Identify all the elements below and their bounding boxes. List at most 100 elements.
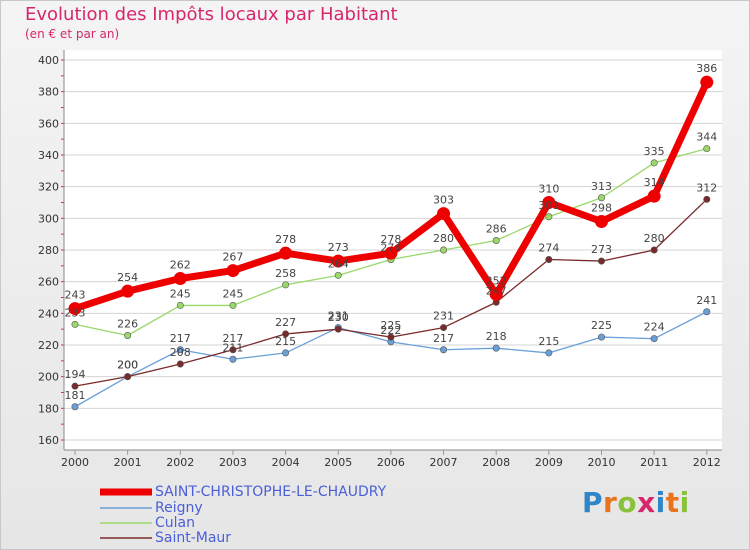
y-tick-label: 360 (38, 117, 59, 130)
data-point (597, 194, 605, 202)
data-point (124, 331, 132, 339)
data-point (229, 355, 237, 363)
data-label: 312 (696, 181, 717, 194)
data-label: 314 (644, 176, 665, 189)
data-point (226, 264, 240, 278)
data-label: 344 (696, 131, 717, 144)
data-point (440, 246, 448, 254)
x-tick-label: 2007 (430, 456, 458, 469)
logo-letter: t (665, 486, 680, 519)
data-point (176, 360, 184, 368)
y-tick-label: 300 (38, 212, 59, 225)
data-point (647, 189, 661, 203)
axes (61, 50, 722, 455)
data-point (440, 346, 448, 354)
data-point (229, 301, 237, 309)
data-point (282, 281, 290, 289)
x-tick-label: 2004 (272, 456, 300, 469)
data-point (542, 196, 556, 209)
data-label: 218 (486, 330, 507, 343)
x-tick-label: 2003 (219, 456, 247, 469)
data-point (489, 287, 503, 301)
data-label: 231 (328, 310, 349, 323)
data-label: 313 (591, 180, 612, 193)
data-label: 224 (644, 321, 665, 334)
data-label: 225 (591, 319, 612, 332)
legend-item-reigny: Reigny (155, 500, 203, 516)
data-point (282, 330, 290, 338)
data-label: 227 (275, 316, 296, 329)
legend-item-saint-christophe: SAINT-CHRISTOPHE-LE-CHAUDRY (155, 484, 387, 500)
y-tick-label: 340 (38, 149, 59, 162)
x-tick-label: 2008 (482, 456, 510, 469)
data-label: 200 (117, 359, 138, 372)
data-label: 211 (222, 341, 243, 354)
data-point (384, 246, 398, 260)
data-label: 278 (380, 233, 401, 246)
data-point (597, 333, 605, 341)
data-label: 262 (170, 259, 191, 272)
data-label: 200 (117, 359, 138, 372)
data-point (279, 246, 293, 260)
data-point (334, 325, 342, 333)
data-label: 273 (328, 241, 349, 254)
data-label: 222 (380, 324, 401, 337)
data-point (176, 301, 184, 309)
y-tick-label: 400 (38, 54, 59, 67)
data-label: 243 (65, 289, 86, 302)
y-tick-label: 200 (38, 371, 59, 384)
data-label: 274 (380, 242, 401, 255)
data-label: 208 (170, 346, 191, 359)
data-label: 258 (275, 267, 296, 280)
data-point (71, 320, 79, 328)
series-lines (68, 75, 714, 411)
data-point (282, 349, 290, 357)
proxiti-logo: Proxiti (582, 486, 690, 519)
data-label: 298 (591, 202, 612, 215)
data-label: 303 (433, 194, 454, 207)
data-label: 280 (644, 232, 665, 245)
legend-swatches (100, 488, 152, 539)
y-tick-label: 180 (38, 402, 59, 415)
y-tick-labels: 160 180 200 220 240 260 280 300 320 340 360 380 400 (38, 54, 59, 447)
data-point (700, 75, 714, 89)
y-tick-label: 160 (38, 434, 59, 447)
data-point (545, 213, 553, 221)
data-label: 278 (275, 233, 296, 246)
data-point (650, 159, 658, 167)
data-point (229, 346, 237, 354)
data-label: 273 (591, 243, 612, 256)
data-point (124, 373, 132, 381)
logo-letter: i (679, 486, 690, 519)
y-tick-label: 220 (38, 339, 59, 352)
data-label: 245 (170, 287, 191, 300)
y-tick-label: 320 (38, 181, 59, 194)
data-point (387, 333, 395, 341)
data-point (71, 403, 79, 411)
data-point (545, 255, 553, 263)
data-point (595, 215, 608, 228)
data-label: 280 (433, 232, 454, 245)
data-label: 215 (275, 335, 296, 348)
data-label: 231 (433, 310, 454, 323)
data-label: 225 (380, 319, 401, 332)
data-label: 241 (696, 294, 717, 307)
data-point (703, 145, 711, 153)
data-label: 301 (538, 199, 559, 212)
logo-letter: i (655, 486, 666, 519)
data-label: 335 (644, 145, 665, 158)
data-point (597, 257, 605, 265)
data-point (437, 207, 451, 221)
data-point (703, 308, 711, 316)
logo-letter: x (637, 486, 656, 519)
data-label: 217 (170, 332, 191, 345)
data-point (703, 195, 711, 203)
x-tick-label: 2002 (166, 456, 194, 469)
data-point (68, 302, 82, 316)
y-tick-label: 260 (38, 276, 59, 289)
data-label: 194 (65, 368, 86, 381)
logo-letter: r (603, 486, 618, 519)
legend-item-culan: Culan (155, 515, 195, 531)
